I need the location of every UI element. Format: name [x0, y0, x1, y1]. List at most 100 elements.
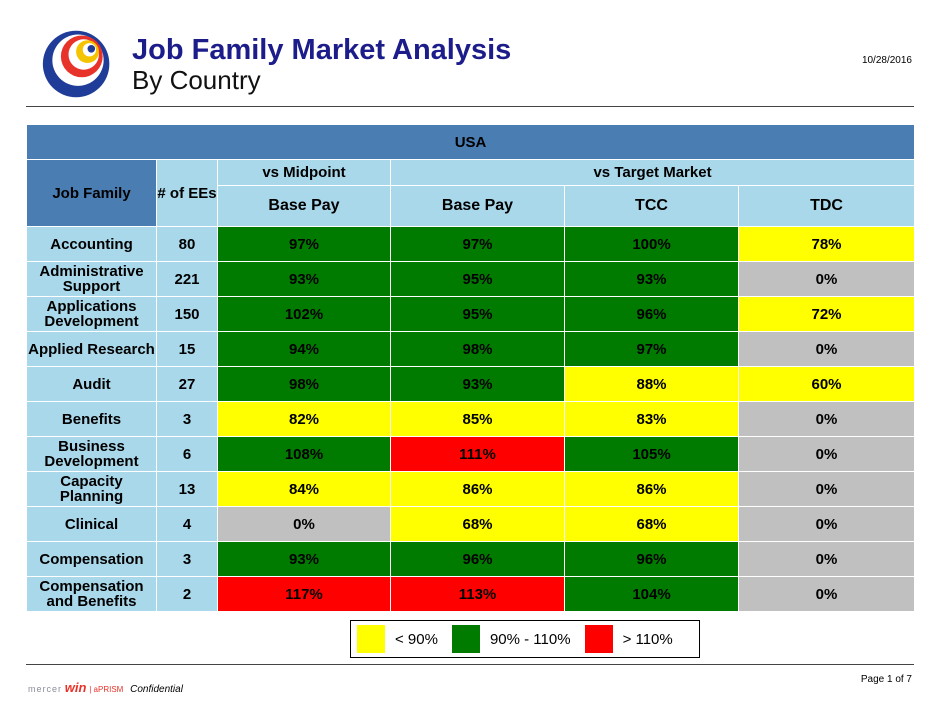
- ees-count: 27: [156, 366, 218, 402]
- tcc-value: 88%: [564, 366, 739, 402]
- tdc-value: 0%: [737, 541, 916, 577]
- legend-swatch-above: [584, 625, 613, 653]
- job-family-name: Capacity Planning: [26, 471, 157, 507]
- midpoint-base-pay-value: 98%: [217, 366, 391, 402]
- tdc-value: 72%: [737, 296, 916, 332]
- table-row: Clinical 4 0% 68% 68% 0%: [26, 506, 916, 542]
- color-legend: < 90% 90% - 110% > 110%: [350, 620, 700, 658]
- job-family-name: Accounting: [26, 226, 157, 262]
- table-row: Compensation 3 93% 96% 96% 0%: [26, 541, 916, 577]
- report-subtitle: By Country: [132, 65, 261, 95]
- midpoint-base-pay-value: 108%: [217, 436, 391, 472]
- midpoint-base-pay-value: 97%: [217, 226, 391, 262]
- job-family-name: Benefits: [26, 401, 157, 437]
- job-family-name: Applications Development: [26, 296, 157, 332]
- brand-win: win: [64, 680, 87, 695]
- header-divider: [26, 106, 914, 107]
- tdc-value: 0%: [737, 471, 916, 507]
- target-base-pay-value: 98%: [390, 331, 565, 367]
- legend-label-below: < 90%: [395, 630, 438, 648]
- tcc-value: 93%: [564, 261, 739, 297]
- midpoint-base-pay-value: 0%: [217, 506, 391, 542]
- ees-header: # of EEs: [156, 159, 218, 227]
- report-date: 10/28/2016: [861, 55, 912, 66]
- table-row: Audit 27 98% 93% 88% 60%: [26, 366, 916, 402]
- target-base-pay-value: 113%: [390, 576, 565, 612]
- job-family-name: Administrative Support: [26, 261, 157, 297]
- tdc-value: 0%: [737, 261, 916, 297]
- tcc-value: 96%: [564, 541, 739, 577]
- tdc-value: 78%: [737, 226, 916, 262]
- tcc-value: 100%: [564, 226, 739, 262]
- job-family-name: Audit: [26, 366, 157, 402]
- target-base-pay-value: 95%: [390, 261, 565, 297]
- tcc-value: 97%: [564, 331, 739, 367]
- table-row: Applied Research 15 94% 98% 97% 0%: [26, 331, 916, 367]
- ees-count: 2: [156, 576, 218, 612]
- table-row: Applications Development 150 102% 95% 96% 72%: [26, 296, 916, 332]
- page-number: Page 1 of 7: [860, 674, 912, 685]
- market-analysis-table: USA Job Family # of EEs vs Midpoint vs T…: [25, 124, 916, 612]
- midpoint-base-pay-value: 84%: [217, 471, 391, 507]
- midpoint-base-pay-value: 94%: [217, 331, 391, 367]
- midpoint-base-pay-value: 117%: [217, 576, 391, 612]
- ees-count: 6: [156, 436, 218, 472]
- tdc-value: 0%: [737, 506, 916, 542]
- tcc-value: 83%: [564, 401, 739, 437]
- target-base-pay-value: 93%: [390, 366, 565, 402]
- midpoint-base-pay-value: 82%: [217, 401, 391, 437]
- tdc-value: 60%: [737, 366, 916, 402]
- midpoint-base-pay-value: 102%: [217, 296, 391, 332]
- tcc-value: 104%: [564, 576, 739, 612]
- legend-swatch-below: [357, 625, 385, 653]
- tcc-value: 96%: [564, 296, 739, 332]
- target-base-pay-value: 111%: [390, 436, 565, 472]
- report-title-block: Job Family Market Analysis By Country: [132, 34, 511, 94]
- tdc-value: 0%: [737, 331, 916, 367]
- country-header: USA: [25, 124, 916, 160]
- tdc-value: 0%: [737, 401, 916, 437]
- vs-midpoint-header: vs Midpoint: [217, 159, 391, 186]
- target-base-pay-value: 85%: [390, 401, 565, 437]
- report-title: Job Family Market Analysis: [132, 34, 512, 66]
- ees-count: 3: [156, 401, 218, 437]
- company-logo: [42, 30, 110, 98]
- tdc-value: 0%: [737, 436, 916, 472]
- brand-mercer: mercer: [28, 684, 63, 694]
- vs-target-market-header: vs Target Market: [389, 159, 916, 186]
- midpoint-base-pay-value: 93%: [217, 261, 391, 297]
- job-family-name: Clinical: [26, 506, 157, 542]
- confidential-label: Confidential: [130, 684, 183, 695]
- ees-count: 13: [156, 471, 218, 507]
- target-base-pay-value: 68%: [390, 506, 565, 542]
- job-family-header: Job Family: [26, 159, 157, 227]
- ees-count: 4: [156, 506, 218, 542]
- table-row: Accounting 80 97% 97% 100% 78%: [26, 226, 916, 262]
- brand-aprism: | aPRISM: [89, 685, 124, 694]
- ees-count: 221: [156, 261, 218, 297]
- legend-swatch-within: [451, 625, 480, 653]
- tcc-value: 105%: [564, 436, 739, 472]
- midpoint-base-pay-header: Base Pay: [217, 185, 391, 227]
- job-family-name: Applied Research: [26, 331, 157, 367]
- target-base-pay-value: 95%: [390, 296, 565, 332]
- table-row: Benefits 3 82% 85% 83% 0%: [26, 401, 916, 437]
- ees-count: 150: [156, 296, 218, 332]
- tdc-value: 0%: [737, 576, 916, 612]
- tcc-value: 68%: [564, 506, 739, 542]
- job-family-name: Compensation and Benefits: [26, 576, 157, 612]
- legend-label-above: > 110%: [622, 630, 673, 648]
- table-row: Administrative Support 221 93% 95% 93% 0%: [26, 261, 916, 297]
- legend-label-within: 90% - 110%: [489, 630, 571, 648]
- table-row: Compensation and Benefits 2 117% 113% 104% 0%: [26, 576, 916, 612]
- tcc-value: 86%: [564, 471, 739, 507]
- table-row: Business Development 6 108% 111% 105% 0%: [26, 436, 916, 472]
- midpoint-base-pay-value: 93%: [217, 541, 391, 577]
- job-family-name: Business Development: [26, 436, 157, 472]
- ees-count: 15: [156, 331, 218, 367]
- tdc-header: TDC: [737, 185, 916, 227]
- target-base-pay-value: 96%: [390, 541, 565, 577]
- ees-count: 80: [156, 226, 218, 262]
- tcc-header: TCC: [564, 185, 739, 227]
- table-row: Capacity Planning 13 84% 86% 86% 0%: [26, 471, 916, 507]
